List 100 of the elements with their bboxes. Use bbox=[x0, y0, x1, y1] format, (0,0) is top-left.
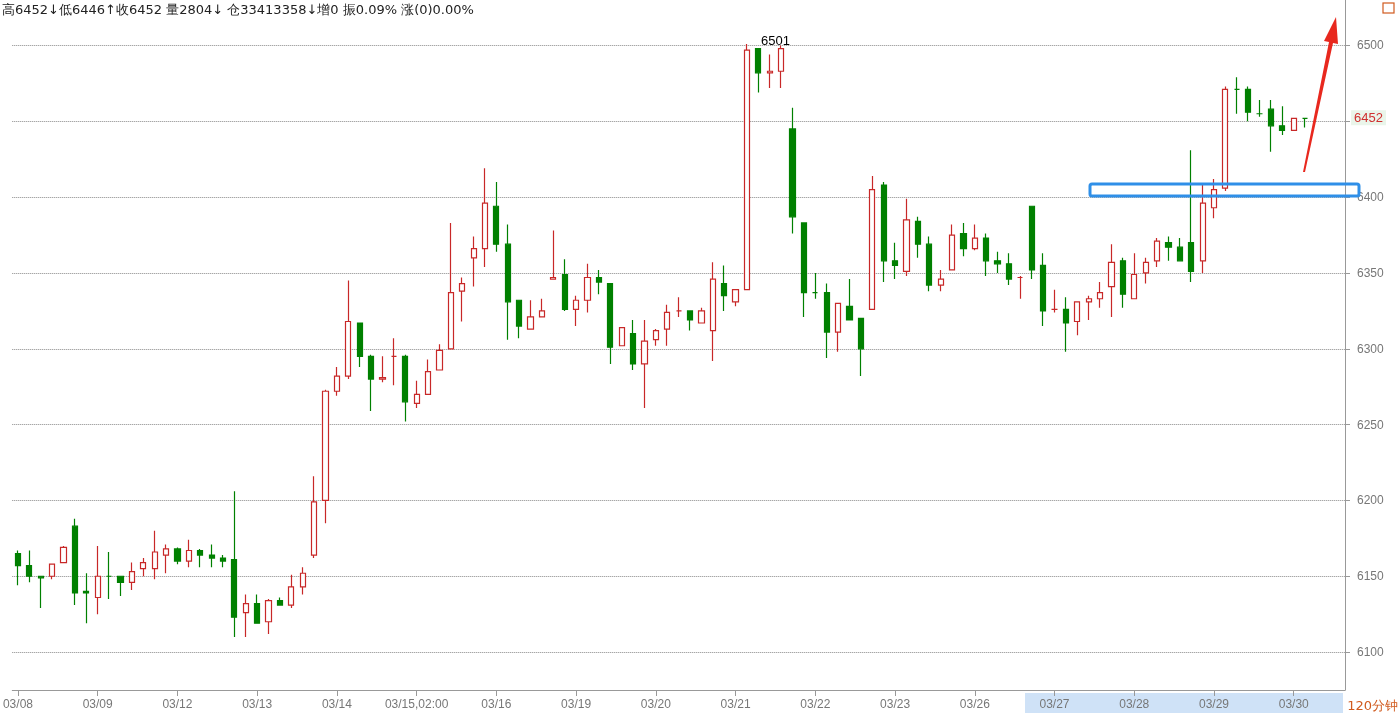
candlestick bbox=[971, 223, 979, 251]
candlestick bbox=[652, 328, 660, 347]
candlestick bbox=[299, 566, 307, 596]
candlestick bbox=[94, 545, 102, 615]
candlestick bbox=[640, 319, 649, 409]
x-tick-label: 03/16 bbox=[481, 697, 512, 711]
candlestick bbox=[196, 548, 204, 568]
candlestick bbox=[287, 574, 295, 609]
candlestick bbox=[25, 549, 33, 583]
x-tick-label: 03/27 bbox=[1039, 697, 1070, 711]
candlestick bbox=[515, 299, 523, 339]
candlestick bbox=[333, 366, 341, 397]
candlestick bbox=[731, 289, 740, 307]
candlestick bbox=[583, 263, 592, 313]
candlestick bbox=[14, 549, 22, 586]
x-tick-label: 03/14 bbox=[321, 697, 353, 711]
x-tick-label: 03/20 bbox=[640, 697, 672, 711]
x-tick-label: 03/30 bbox=[1278, 697, 1310, 711]
y-tick-label: 6350 bbox=[1357, 265, 1385, 280]
candlestick bbox=[800, 222, 808, 318]
candlestick bbox=[264, 598, 273, 635]
x-tick-label: 03/21 bbox=[720, 697, 751, 711]
annotation: 高6452↓低6446↑收6452 量2804↓ 仓33413358↓增0 振0.09% 涨(0)0.00% bbox=[2, 2, 474, 17]
candlestick bbox=[1199, 184, 1207, 274]
candlestick bbox=[1267, 99, 1275, 153]
candlestick bbox=[937, 269, 945, 292]
candlestick bbox=[709, 261, 717, 362]
candlestick bbox=[1278, 105, 1286, 136]
candlestick bbox=[1290, 117, 1298, 132]
x-tick-label: 03/26 bbox=[959, 697, 991, 711]
candlestick bbox=[868, 175, 876, 310]
candlestick bbox=[253, 593, 261, 624]
candlestick bbox=[492, 181, 500, 253]
candlestick bbox=[128, 562, 136, 591]
y-tick-label: 6200 bbox=[1357, 493, 1385, 508]
candlestick bbox=[811, 272, 819, 300]
candlestick bbox=[572, 295, 580, 327]
candlestick bbox=[105, 551, 113, 600]
candlestick bbox=[185, 539, 193, 568]
candlestick bbox=[1301, 117, 1309, 128]
candlestick bbox=[880, 181, 888, 283]
candlestick bbox=[367, 354, 375, 412]
y-tick-label: 6500 bbox=[1357, 38, 1385, 53]
candlestick bbox=[470, 235, 478, 288]
candlestick bbox=[242, 593, 250, 638]
candlestick bbox=[1050, 289, 1059, 313]
candlestick bbox=[1130, 252, 1138, 300]
candlestick bbox=[162, 543, 170, 574]
candlestick bbox=[458, 276, 466, 323]
candlestick bbox=[925, 235, 933, 292]
candlestick bbox=[59, 545, 68, 564]
candlestick bbox=[401, 354, 409, 423]
candlestick bbox=[435, 343, 444, 371]
candlestick bbox=[1062, 296, 1070, 353]
candlestick bbox=[424, 358, 432, 395]
y-tick-label: 6250 bbox=[1357, 417, 1385, 432]
text: 6452 bbox=[1354, 110, 1383, 126]
candlestick bbox=[1016, 275, 1024, 300]
candlestick bbox=[219, 554, 227, 568]
x-tick-label: 03/29 bbox=[1198, 697, 1230, 711]
candlestick bbox=[538, 298, 546, 318]
candlestick bbox=[1039, 252, 1047, 327]
candlestick bbox=[618, 326, 626, 347]
candlestick bbox=[139, 557, 147, 577]
x-tick-label: 03/22 bbox=[800, 697, 831, 711]
candlestick bbox=[959, 222, 968, 257]
candlestick bbox=[151, 530, 159, 580]
candlestick bbox=[845, 278, 854, 321]
x-tick-label: 03/08 bbox=[2, 697, 34, 711]
candlestick bbox=[447, 222, 455, 350]
text: 120分钟 bbox=[1347, 698, 1399, 713]
candlestick bbox=[526, 299, 535, 330]
candlestick bbox=[1187, 149, 1195, 283]
candlestick bbox=[1085, 295, 1093, 321]
candlestick bbox=[390, 337, 398, 386]
candlestick bbox=[914, 216, 922, 259]
candlestick bbox=[1153, 237, 1161, 268]
candlestick bbox=[834, 302, 842, 353]
candlestick bbox=[1221, 85, 1229, 192]
y-tick-label: 6300 bbox=[1357, 341, 1385, 356]
candlestick bbox=[686, 310, 694, 332]
y-tick-label: 6150 bbox=[1357, 569, 1385, 584]
candlestick bbox=[1233, 76, 1241, 115]
x-tick-label: 03/23 bbox=[880, 697, 911, 711]
y-tick-label: 6100 bbox=[1357, 645, 1385, 660]
candlestick bbox=[48, 563, 56, 580]
candlestick bbox=[606, 282, 614, 365]
candlestick bbox=[1119, 257, 1127, 309]
candlestick bbox=[595, 269, 603, 295]
candlestick bbox=[549, 229, 557, 280]
candlestick bbox=[675, 296, 683, 318]
candlestick bbox=[1244, 85, 1252, 122]
candlestick bbox=[208, 543, 216, 568]
candlestick bbox=[116, 575, 125, 597]
x-tick-label: 03/28 bbox=[1119, 697, 1150, 711]
x-tick-label: 03/13 bbox=[242, 697, 273, 711]
annotation: 6501 bbox=[760, 32, 790, 48]
candlestick bbox=[71, 518, 79, 606]
candlestick bbox=[788, 107, 797, 235]
candlestick bbox=[1005, 252, 1013, 286]
